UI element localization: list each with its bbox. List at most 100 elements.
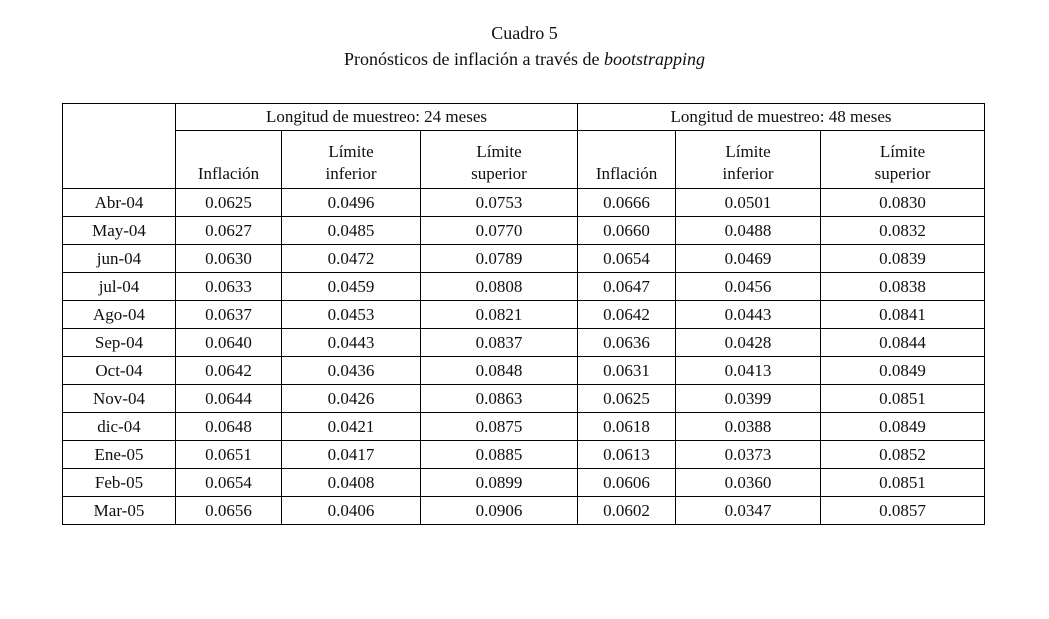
value-cell: 0.0839: [820, 244, 986, 273]
col-header-line: Inflación: [197, 164, 260, 183]
value-cell: 0.0863: [419, 384, 579, 413]
value-cell: 0.0413: [675, 356, 822, 385]
value-cell: 0.0501: [675, 188, 822, 217]
value-cell: 0.0488: [675, 216, 822, 245]
month-cell: Nov-04: [62, 384, 176, 413]
table-row: Ene-05 0.0651 0.0417 0.0885 0.0613 0.037…: [62, 440, 986, 469]
value-cell: 0.0469: [675, 244, 822, 273]
group-header-24-meses: Longitud de muestreo: 24 meses: [174, 103, 579, 131]
value-cell: 0.0631: [577, 356, 677, 385]
table-row: Ago-04 0.0637 0.0453 0.0821 0.0642 0.044…: [62, 300, 986, 329]
month-cell: dic-04: [62, 412, 176, 441]
value-cell: 0.0453: [281, 300, 421, 329]
month-cell: Mar-05: [62, 496, 176, 525]
value-cell: 0.0837: [419, 328, 579, 357]
table-row: Mar-05 0.0656 0.0406 0.0906 0.0602 0.034…: [62, 496, 986, 525]
value-cell: 0.0644: [175, 384, 282, 413]
value-cell: 0.0636: [577, 328, 677, 357]
col-header-line: inferior: [325, 164, 377, 183]
month-cell: Feb-05: [62, 468, 176, 497]
value-cell: 0.0426: [281, 384, 421, 413]
value-cell: 0.0640: [175, 328, 282, 357]
value-cell: 0.0789: [419, 244, 579, 273]
value-cell: 0.0633: [175, 272, 282, 301]
value-cell: 0.0666: [577, 188, 677, 217]
value-cell: 0.0753: [419, 188, 579, 217]
value-cell: 0.0808: [419, 272, 579, 301]
value-cell: 0.0417: [281, 440, 421, 469]
col-header-line: Límite: [476, 142, 522, 161]
value-cell: 0.0852: [820, 440, 986, 469]
value-cell: 0.0844: [820, 328, 986, 357]
value-cell: 0.0851: [820, 384, 986, 413]
value-cell: 0.0360: [675, 468, 822, 497]
value-cell: 0.0770: [419, 216, 579, 245]
value-cell: 0.0832: [820, 216, 986, 245]
value-cell: 0.0388: [675, 412, 822, 441]
table-row: Oct-04 0.0642 0.0436 0.0848 0.0631 0.041…: [62, 356, 986, 385]
value-cell: 0.0485: [281, 216, 421, 245]
value-cell: 0.0885: [419, 440, 579, 469]
table-row: Feb-05 0.0654 0.0408 0.0899 0.0606 0.036…: [62, 468, 986, 497]
value-cell: 0.0838: [820, 272, 986, 301]
month-cell: May-04: [62, 216, 176, 245]
table-row: jun-04 0.0630 0.0472 0.0789 0.0654 0.046…: [62, 244, 986, 273]
table-title-line2: Pronósticos de inflación a través de boo…: [0, 46, 1049, 72]
value-cell: 0.0399: [675, 384, 822, 413]
col-header-limite-inferior-48: Límite inferior: [675, 130, 822, 189]
col-header-line: Límite: [879, 142, 926, 161]
value-cell: 0.0347: [675, 496, 822, 525]
col-header-line: superior: [471, 164, 527, 183]
month-cell: Abr-04: [62, 188, 176, 217]
col-header-inflacion-24: Inflación: [175, 130, 282, 189]
table-row: Nov-04 0.0644 0.0426 0.0863 0.0625 0.039…: [62, 384, 986, 413]
month-cell: Sep-04: [62, 328, 176, 357]
value-cell: 0.0496: [281, 188, 421, 217]
col-header-line: Inflación: [595, 164, 658, 183]
value-cell: 0.0906: [419, 496, 579, 525]
value-cell: 0.0627: [175, 216, 282, 245]
value-cell: 0.0443: [281, 328, 421, 357]
table-row: jul-04 0.0633 0.0459 0.0808 0.0647 0.045…: [62, 272, 986, 301]
value-cell: 0.0875: [419, 412, 579, 441]
table-title-line1: Cuadro 5: [491, 23, 558, 43]
value-cell: 0.0373: [675, 440, 822, 469]
corner-cell: [62, 103, 176, 189]
value-cell: 0.0613: [577, 440, 677, 469]
value-cell: 0.0821: [419, 300, 579, 329]
value-cell: 0.0642: [175, 356, 282, 385]
col-header-inflacion-48: Inflación: [577, 130, 677, 189]
table-row: Sep-04 0.0640 0.0443 0.0837 0.0636 0.042…: [62, 328, 986, 357]
value-cell: 0.0857: [820, 496, 986, 525]
value-cell: 0.0642: [577, 300, 677, 329]
value-cell: 0.0637: [175, 300, 282, 329]
month-cell: jun-04: [62, 244, 176, 273]
inflation-forecast-table: Longitud de muestreo: 24 meses Longitud …: [62, 103, 986, 525]
month-cell: Oct-04: [62, 356, 176, 385]
value-cell: 0.0443: [675, 300, 822, 329]
value-cell: 0.0602: [577, 496, 677, 525]
value-cell: 0.0647: [577, 272, 677, 301]
col-header-limite-inferior-24: Límite inferior: [281, 130, 421, 189]
table-row: May-04 0.0627 0.0485 0.0770 0.0660 0.048…: [62, 216, 986, 245]
value-cell: 0.0472: [281, 244, 421, 273]
value-cell: 0.0660: [577, 216, 677, 245]
table-row: Abr-04 0.0625 0.0496 0.0753 0.0666 0.050…: [62, 188, 986, 217]
col-header-line: inferior: [722, 164, 774, 183]
value-cell: 0.0648: [175, 412, 282, 441]
group-header-48-meses: Longitud de muestreo: 48 meses: [577, 103, 986, 131]
value-cell: 0.0899: [419, 468, 579, 497]
value-cell: 0.0625: [577, 384, 677, 413]
value-cell: 0.0848: [419, 356, 579, 385]
group-header-row: Longitud de muestreo: 24 meses Longitud …: [62, 103, 986, 189]
value-cell: 0.0654: [577, 244, 677, 273]
value-cell: 0.0849: [820, 412, 986, 441]
sub-header-row: Inflación Límite inferior Límite superior …: [63, 130, 986, 189]
value-cell: 0.0841: [820, 300, 986, 329]
value-cell: 0.0656: [175, 496, 282, 525]
col-header-limite-superior-48: Límite superior: [820, 130, 986, 189]
value-cell: 0.0654: [175, 468, 282, 497]
table-title: Cuadro 5 Pronósticos de inflación a trav…: [0, 20, 1049, 72]
col-header-line: Límite: [328, 142, 374, 161]
value-cell: 0.0408: [281, 468, 421, 497]
